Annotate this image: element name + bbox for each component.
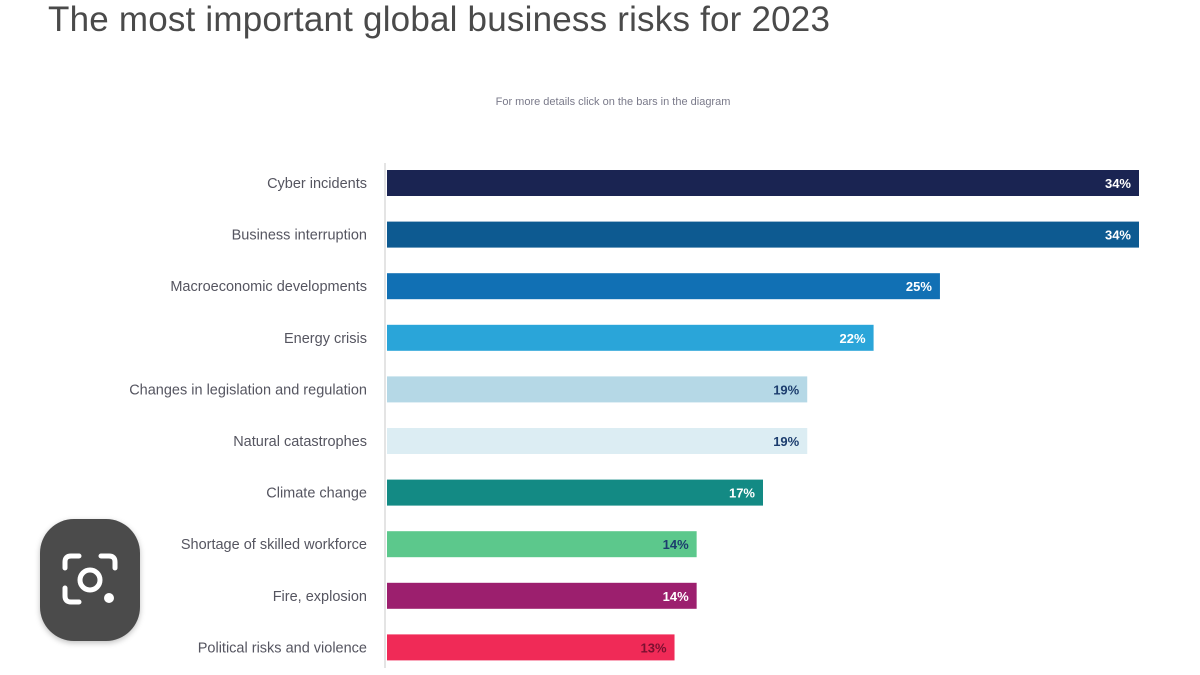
bar[interactable] xyxy=(387,170,1139,196)
category-label: Changes in legislation and regulation xyxy=(129,382,367,398)
data-label: 14% xyxy=(663,589,689,604)
bar[interactable] xyxy=(387,376,808,403)
bar[interactable] xyxy=(387,634,675,661)
chart-subtitle: For more details click on the bars in th… xyxy=(495,96,731,108)
bar[interactable] xyxy=(387,479,763,506)
category-label: Cyber incidents xyxy=(267,176,367,192)
data-label: 13% xyxy=(640,640,666,655)
data-label: 34% xyxy=(1105,176,1131,191)
camera-lens-icon xyxy=(62,553,118,605)
category-label: Climate change xyxy=(266,486,367,502)
bar[interactable] xyxy=(387,273,940,300)
data-label: 19% xyxy=(773,382,799,397)
data-label: 14% xyxy=(663,537,689,552)
chart-title: The most important global business risks… xyxy=(48,0,831,39)
category-label: Fire, explosion xyxy=(273,589,367,605)
category-label: Shortage of skilled workforce xyxy=(181,537,367,553)
category-label: Business interruption xyxy=(232,228,367,244)
bar[interactable] xyxy=(387,221,1139,248)
lens-button[interactable] xyxy=(40,519,140,641)
bar[interactable] xyxy=(387,582,697,609)
data-label: 34% xyxy=(1105,228,1131,243)
data-label: 19% xyxy=(773,434,799,449)
data-label: 25% xyxy=(906,279,932,294)
bar[interactable] xyxy=(387,324,874,351)
category-label: Macroeconomic developments xyxy=(170,279,367,295)
category-label: Natural catastrophes xyxy=(233,434,367,450)
data-label: 17% xyxy=(729,486,755,501)
category-label: Energy crisis xyxy=(284,331,367,347)
bar[interactable] xyxy=(387,428,808,454)
data-label: 22% xyxy=(840,331,866,346)
category-label: Political risks and violence xyxy=(198,640,367,656)
bar[interactable] xyxy=(387,531,697,558)
